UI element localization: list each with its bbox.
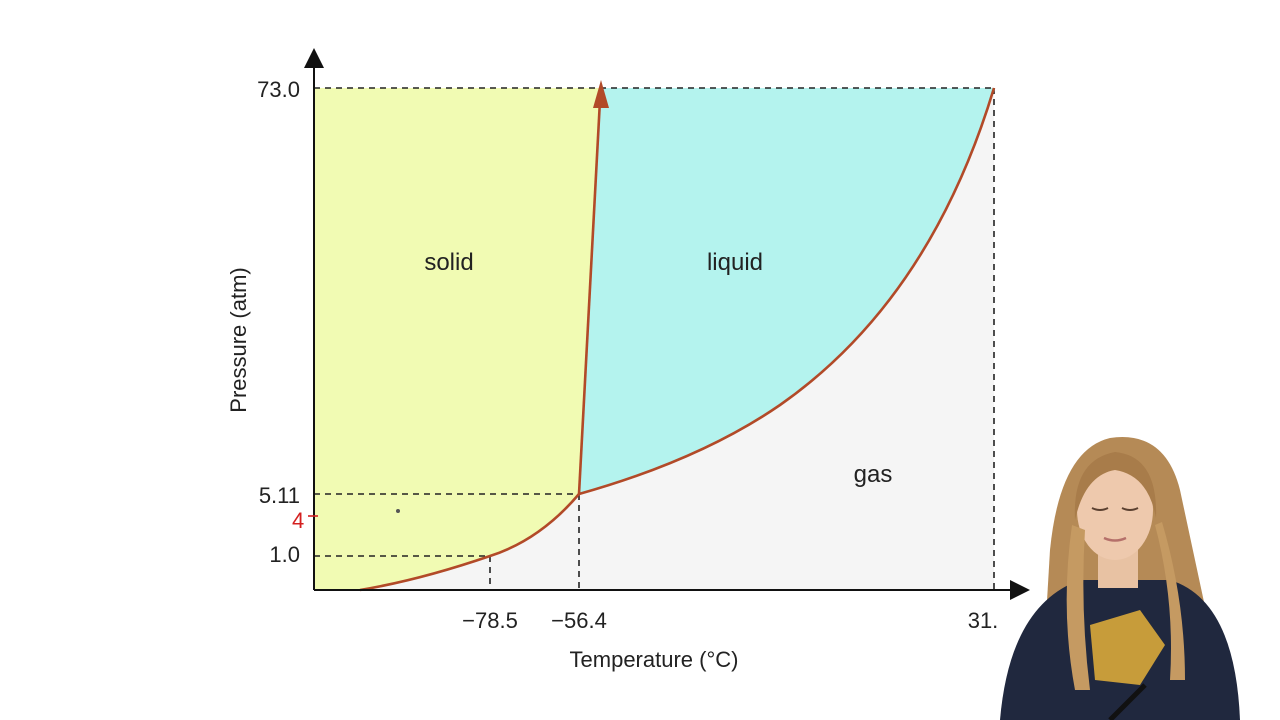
vaporization-curve bbox=[578, 87, 996, 496]
sublimation-curve bbox=[359, 493, 580, 592]
x-tick-564: −56.4 bbox=[551, 608, 607, 633]
presenter-hair-strand-right bbox=[1155, 522, 1185, 680]
liquid-region bbox=[579, 88, 994, 494]
gas-label: gas bbox=[854, 461, 893, 488]
melting-curve bbox=[577, 99, 602, 495]
stylus-pen-icon bbox=[1108, 683, 1147, 720]
y-tick-1: 1.0 bbox=[269, 542, 300, 567]
liquid-label: liquid bbox=[707, 249, 763, 276]
x-axis-title: Temperature (°C) bbox=[570, 647, 739, 672]
y-tick-73: 73.0 bbox=[257, 77, 300, 102]
melting-curve-arrowhead bbox=[593, 80, 609, 108]
x-tick-785: −78.5 bbox=[462, 608, 518, 633]
presenter-hair-strand-left bbox=[1066, 525, 1090, 690]
handwritten-mark: 4 bbox=[292, 508, 304, 533]
presenter-face bbox=[1077, 460, 1153, 560]
presenter-eye-left bbox=[1091, 507, 1109, 511]
y-axis-title: Pressure (atm) bbox=[226, 267, 251, 412]
shirt-logo-icon bbox=[1090, 610, 1165, 685]
solid-region bbox=[314, 88, 601, 590]
solid-label: solid bbox=[424, 249, 473, 276]
presenter-video bbox=[1000, 437, 1240, 720]
presenter-eye-right bbox=[1121, 507, 1139, 511]
y-tick-511: 5.11 bbox=[259, 483, 300, 508]
x-tick-31: 31. bbox=[968, 608, 999, 633]
cursor-dot bbox=[396, 509, 400, 513]
presenter-hair-front bbox=[1074, 452, 1157, 520]
presenter-mouth bbox=[1103, 536, 1127, 542]
